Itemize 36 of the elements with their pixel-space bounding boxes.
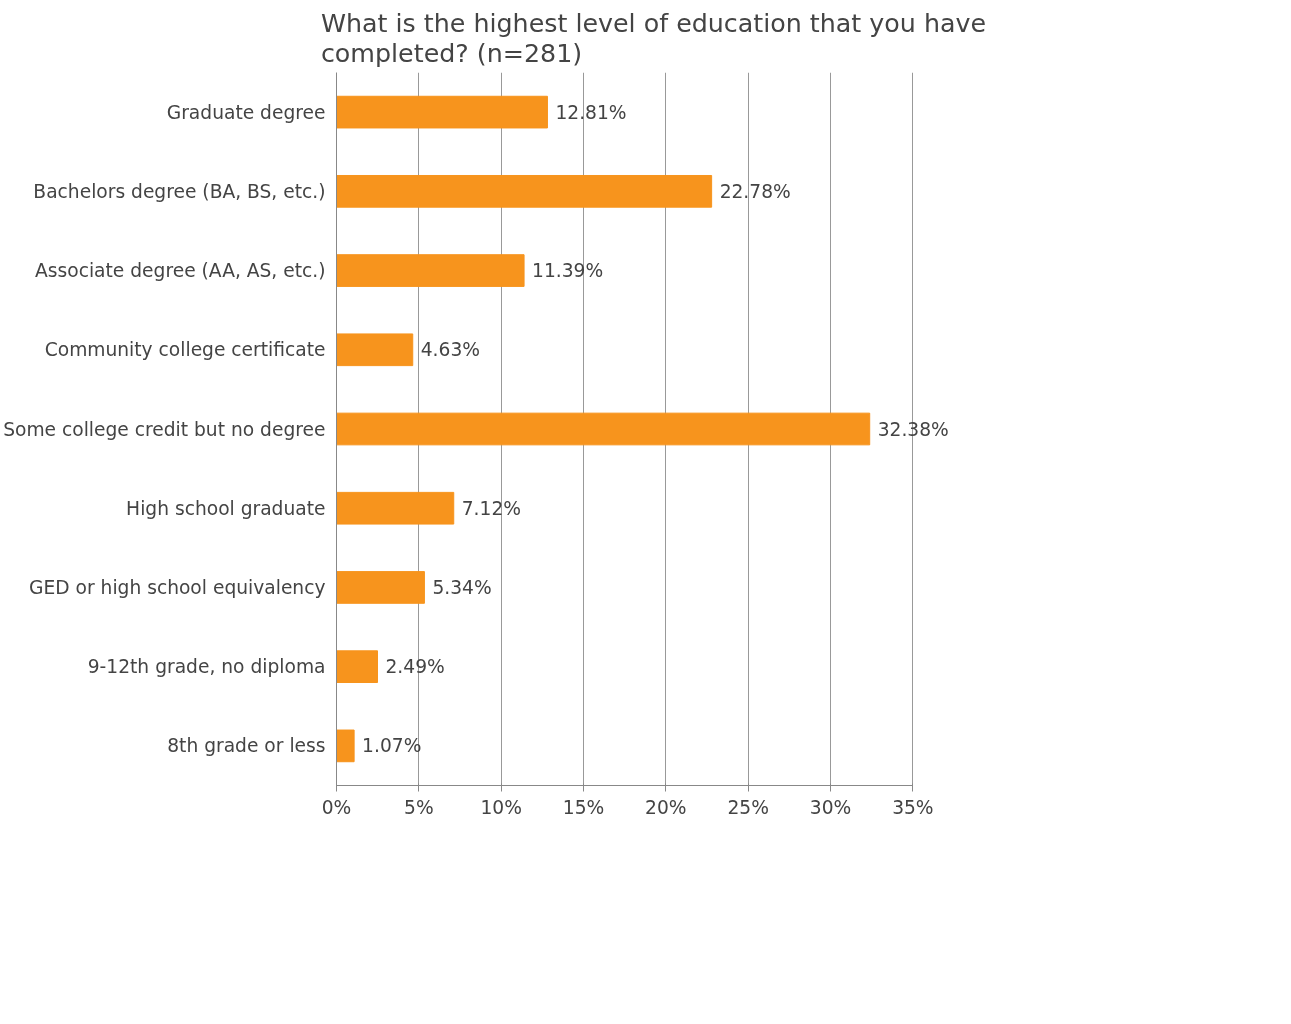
x-tick-label: 15% — [562, 796, 605, 818]
bar — [336, 571, 425, 604]
data-label: 32.38% — [877, 418, 949, 440]
data-label: 2.49% — [385, 656, 445, 678]
y-tick-label: High school graduate — [126, 497, 326, 519]
y-tick-label: 8th grade or less — [167, 735, 326, 757]
data-label: 5.34% — [432, 576, 492, 598]
chart-title: What is the highest level of education that you have completed? (n=281) — [320, 7, 987, 68]
y-tick-label: Some college credit but no degree — [3, 418, 326, 440]
data-label: 11.39% — [532, 260, 604, 282]
y-tick-label: GED or high school equivalency — [29, 576, 326, 598]
y-tick-label: 9-12th grade, no diploma — [87, 656, 326, 678]
x-tick-label: 10% — [480, 796, 522, 818]
y-tick-label: Associate degree (AA, AS, etc.) — [35, 260, 326, 282]
data-label: 7.12% — [461, 497, 522, 519]
bar — [336, 333, 414, 367]
x-tick-label: 30% — [809, 796, 852, 818]
bar — [336, 174, 713, 208]
bar — [336, 729, 355, 763]
x-tick-label: 5% — [404, 796, 434, 818]
data-label: 22.78% — [719, 180, 791, 202]
bar — [336, 491, 455, 525]
bar — [336, 412, 871, 446]
data-label: 12.81% — [555, 101, 627, 123]
bar — [336, 95, 548, 129]
data-label: 4.63% — [420, 339, 481, 361]
bar — [336, 254, 525, 287]
data-label: 1.07% — [362, 735, 422, 757]
y-tick-label: Community college certificate — [44, 339, 326, 361]
x-tick-label: 25% — [727, 796, 769, 818]
x-tick-label: 0% — [321, 796, 352, 818]
x-tick-label: 20% — [645, 796, 687, 818]
y-tick-label: Graduate degree — [166, 101, 326, 123]
x-tick-label: 35% — [892, 796, 934, 818]
bar — [336, 650, 378, 684]
y-tick-label: Bachelors degree (BA, BS, etc.) — [33, 180, 326, 202]
